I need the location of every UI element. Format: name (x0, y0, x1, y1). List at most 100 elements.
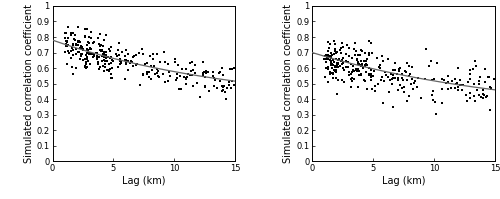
Point (365, 66, 373, 69)
Point (378, 55, 386, 58)
Point (160, 51, 168, 54)
Point (358, 49, 366, 52)
Point (96, 67, 104, 70)
Point (190, 68, 198, 71)
Point (422, 78, 430, 81)
Point (164, 80, 172, 83)
Point (76, 41, 84, 44)
Point (459, 84, 467, 87)
Point (105, 62, 113, 66)
Point (210, 77, 218, 80)
Point (324, 80, 332, 83)
Point (404, 79, 411, 82)
Point (444, 75, 452, 78)
Point (71, 39, 79, 42)
Point (324, 67, 332, 71)
Point (405, 75, 413, 78)
Point (132, 63, 140, 66)
Point (142, 72, 150, 76)
Point (458, 89, 466, 92)
Point (389, 77, 397, 80)
Point (365, 73, 373, 76)
Point (226, 86, 234, 89)
Point (321, 57, 329, 60)
Point (398, 72, 406, 76)
Point (104, 55, 112, 59)
Point (69, 42, 77, 45)
Point (76, 58, 84, 61)
Point (470, 83, 478, 86)
Point (201, 75, 209, 78)
Point (139, 72, 147, 75)
Point (486, 86, 494, 89)
Point (332, 76, 340, 79)
Point (348, 79, 356, 82)
Point (385, 91, 393, 94)
Point (370, 69, 378, 72)
Point (458, 84, 466, 87)
Point (352, 50, 360, 53)
Point (348, 65, 356, 68)
Point (154, 70, 162, 73)
Point (108, 58, 116, 61)
Point (422, 47, 430, 50)
Point (332, 66, 340, 69)
Point (414, 77, 422, 80)
Point (408, 78, 416, 81)
Point (357, 63, 365, 67)
Point (322, 66, 330, 70)
Point (336, 65, 344, 68)
Point (225, 80, 233, 83)
Point (417, 97, 425, 100)
Point (122, 59, 130, 62)
Point (360, 63, 368, 67)
Point (452, 81, 460, 85)
Point (402, 71, 410, 74)
Point (334, 66, 342, 69)
Point (392, 76, 400, 80)
Point (94, 37, 102, 40)
Point (174, 76, 182, 80)
Point (328, 58, 336, 61)
Point (466, 96, 474, 99)
Point (330, 60, 338, 63)
Point (61, 31, 69, 34)
Point (115, 42, 123, 45)
Point (490, 78, 498, 81)
Point (389, 105, 397, 109)
Point (106, 57, 114, 60)
Point (223, 87, 231, 90)
Point (228, 80, 235, 83)
Point (174, 63, 182, 67)
Point (376, 67, 384, 70)
Point (333, 50, 341, 53)
Point (372, 56, 380, 59)
Point (212, 87, 220, 90)
Point (429, 89, 437, 92)
Point (82, 64, 90, 67)
Point (345, 71, 353, 74)
Point (188, 74, 196, 77)
Point (370, 74, 378, 77)
Point (148, 68, 156, 72)
Point (74, 50, 82, 54)
Point (328, 64, 336, 67)
Point (346, 62, 354, 65)
Point (323, 66, 331, 69)
Point (391, 61, 399, 64)
Point (340, 66, 347, 69)
Point (153, 71, 161, 74)
Point (164, 62, 172, 66)
Point (444, 80, 452, 84)
Point (353, 70, 361, 73)
Point (356, 73, 364, 76)
Point (388, 77, 396, 80)
Point (209, 74, 217, 77)
Point (82, 65, 90, 68)
Point (178, 88, 186, 91)
Point (325, 54, 333, 58)
Point (362, 59, 370, 62)
Point (88, 56, 96, 59)
Point (154, 74, 162, 77)
Point (326, 42, 334, 46)
